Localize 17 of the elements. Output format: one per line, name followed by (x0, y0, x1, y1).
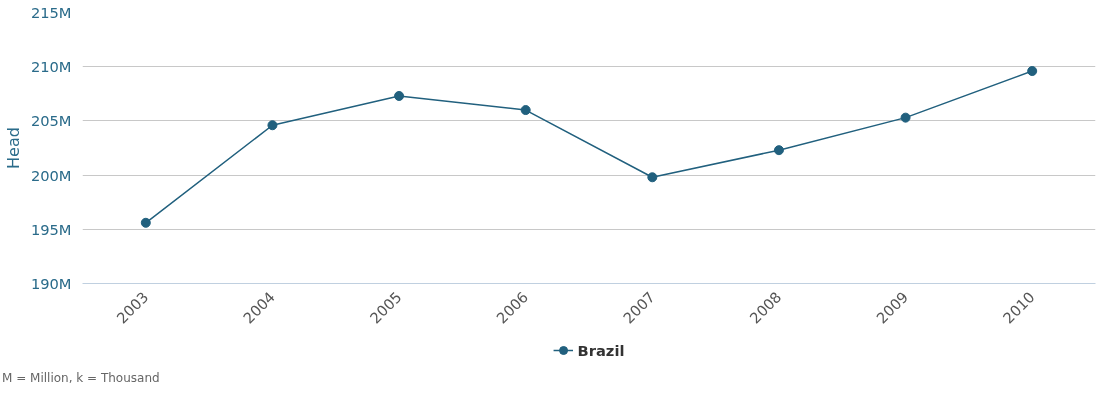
y-tick-label: 200M (30, 166, 72, 184)
y-tick-label: 215M (30, 4, 72, 21)
legend-label: Brazil (577, 341, 625, 359)
point (1027, 66, 1038, 77)
point (520, 105, 531, 116)
point (900, 112, 911, 123)
y-tick-label: 205M (30, 112, 72, 130)
y-tick-label: 210M (30, 58, 72, 76)
text: M = Million, k = Thousand (2, 370, 160, 387)
y-axis-title: Head (3, 127, 23, 169)
y-tick-label: 195M (30, 220, 72, 238)
point (394, 90, 405, 101)
point (267, 120, 278, 131)
point (140, 217, 151, 228)
point (647, 172, 658, 183)
y-tick-label: 190M (30, 275, 72, 292)
point (773, 145, 784, 156)
